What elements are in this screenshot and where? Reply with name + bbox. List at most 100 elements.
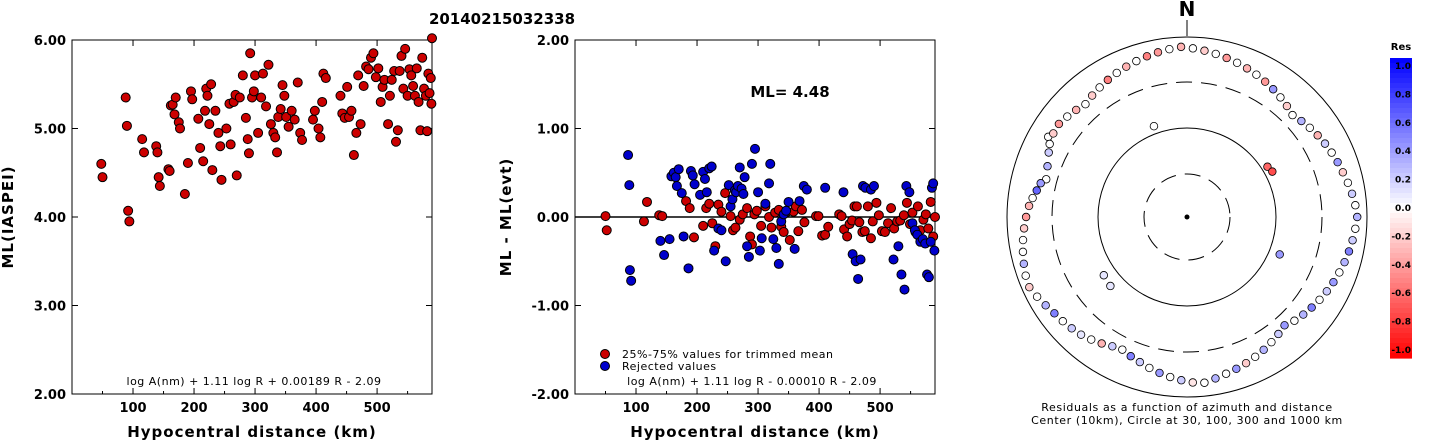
colorbar-segment [1390, 353, 1412, 359]
data-point [182, 158, 193, 169]
residual-point [1221, 369, 1231, 378]
data-point [783, 196, 794, 207]
north-label: N [1179, 0, 1196, 21]
data-point [925, 236, 936, 247]
data-point [355, 119, 366, 130]
colorbar-segment [1390, 263, 1412, 269]
data-point [896, 269, 907, 280]
data-point [642, 196, 652, 207]
data-point [400, 43, 411, 54]
residual-point [1282, 101, 1292, 111]
middle-y-ticks: -2.00 -1.00 0.00 1.00 2.00 [532, 34, 935, 403]
data-point [313, 123, 324, 134]
y-tick-label: 3.00 [34, 300, 66, 315]
residual-point [1019, 224, 1029, 233]
ring-30km [1143, 173, 1231, 261]
data-point [353, 70, 364, 81]
data-point [725, 211, 736, 222]
residual-point [1097, 339, 1106, 348]
data-point [425, 73, 436, 84]
data-point [198, 156, 209, 167]
colorbar-segment [1390, 328, 1412, 334]
data-point [384, 90, 395, 101]
data-point [245, 48, 256, 59]
data-point [655, 235, 666, 246]
residual-point [1043, 162, 1052, 171]
ring-100km [1097, 127, 1277, 307]
residual-point [1032, 186, 1041, 195]
data-point [687, 170, 698, 181]
data-point [778, 227, 789, 238]
y-tick-label: 5.00 [34, 123, 66, 138]
residual-point [1021, 212, 1031, 222]
residual-point [1058, 317, 1067, 326]
colorbar-segment [1390, 123, 1412, 129]
data-point [838, 187, 849, 198]
residual-point [1049, 129, 1058, 138]
data-point [215, 141, 226, 152]
data-point [426, 98, 437, 109]
colorbar-segment [1390, 323, 1412, 329]
data-point [768, 234, 779, 245]
residual-point [1211, 374, 1220, 383]
data-point [363, 64, 374, 75]
residual-point [1335, 268, 1344, 277]
data-point [256, 92, 267, 103]
residual-point [1135, 357, 1145, 367]
residual-point [1241, 358, 1251, 368]
data-point [706, 161, 717, 172]
data-point [289, 114, 300, 125]
x-tick-label: 400 [302, 401, 329, 416]
residual-point [1200, 378, 1209, 387]
colorbar-segment [1390, 148, 1412, 154]
residual-point [1242, 64, 1252, 73]
data-point [206, 79, 217, 90]
colorbar-segment [1390, 288, 1412, 294]
residual-point [1315, 295, 1324, 305]
data-point [799, 217, 810, 228]
data-point [97, 172, 108, 183]
data-point [368, 48, 379, 59]
data-point [139, 147, 149, 158]
colorbar-segment [1390, 163, 1412, 169]
data-point [242, 134, 253, 145]
colorbar-segment [1390, 58, 1412, 64]
polar-center-dot [1184, 214, 1190, 220]
data-point [270, 132, 281, 143]
colorbar-segment [1390, 193, 1412, 199]
data-point [730, 222, 741, 233]
colorbar-segment [1390, 98, 1412, 104]
colorbar-segment [1390, 103, 1412, 109]
residual-point [1149, 121, 1159, 131]
colorbar-tick-label: -1.0 [1391, 346, 1411, 356]
colorbar-segment [1390, 198, 1412, 204]
polar-panel: N Residuals as a function of azimuth and… [1006, 0, 1368, 427]
data-point [836, 211, 847, 222]
colorbar-segment [1390, 218, 1412, 224]
data-point [879, 227, 890, 238]
data-point [346, 105, 357, 116]
residual-point [1297, 116, 1306, 126]
data-point [272, 147, 283, 158]
colorbar-tick-label: -0.2 [1391, 232, 1411, 242]
residual-point [1211, 49, 1220, 59]
residual-point [1343, 178, 1353, 188]
data-point [925, 196, 936, 207]
ring-1000km [1006, 36, 1368, 398]
data-point [771, 242, 782, 253]
data-point [317, 96, 328, 107]
colorbar-tick-label: -0.4 [1391, 261, 1411, 271]
data-point [427, 33, 437, 44]
data-point [907, 207, 918, 218]
data-point [754, 245, 765, 256]
data-point [760, 198, 771, 209]
residual-point [1108, 342, 1117, 351]
data-point [704, 198, 715, 209]
data-point [406, 70, 417, 81]
data-point [375, 96, 386, 107]
data-point [899, 284, 910, 295]
residual-point [1054, 119, 1064, 129]
residual-point [1305, 123, 1314, 132]
residual-point [1118, 345, 1127, 354]
data-point [766, 222, 777, 233]
